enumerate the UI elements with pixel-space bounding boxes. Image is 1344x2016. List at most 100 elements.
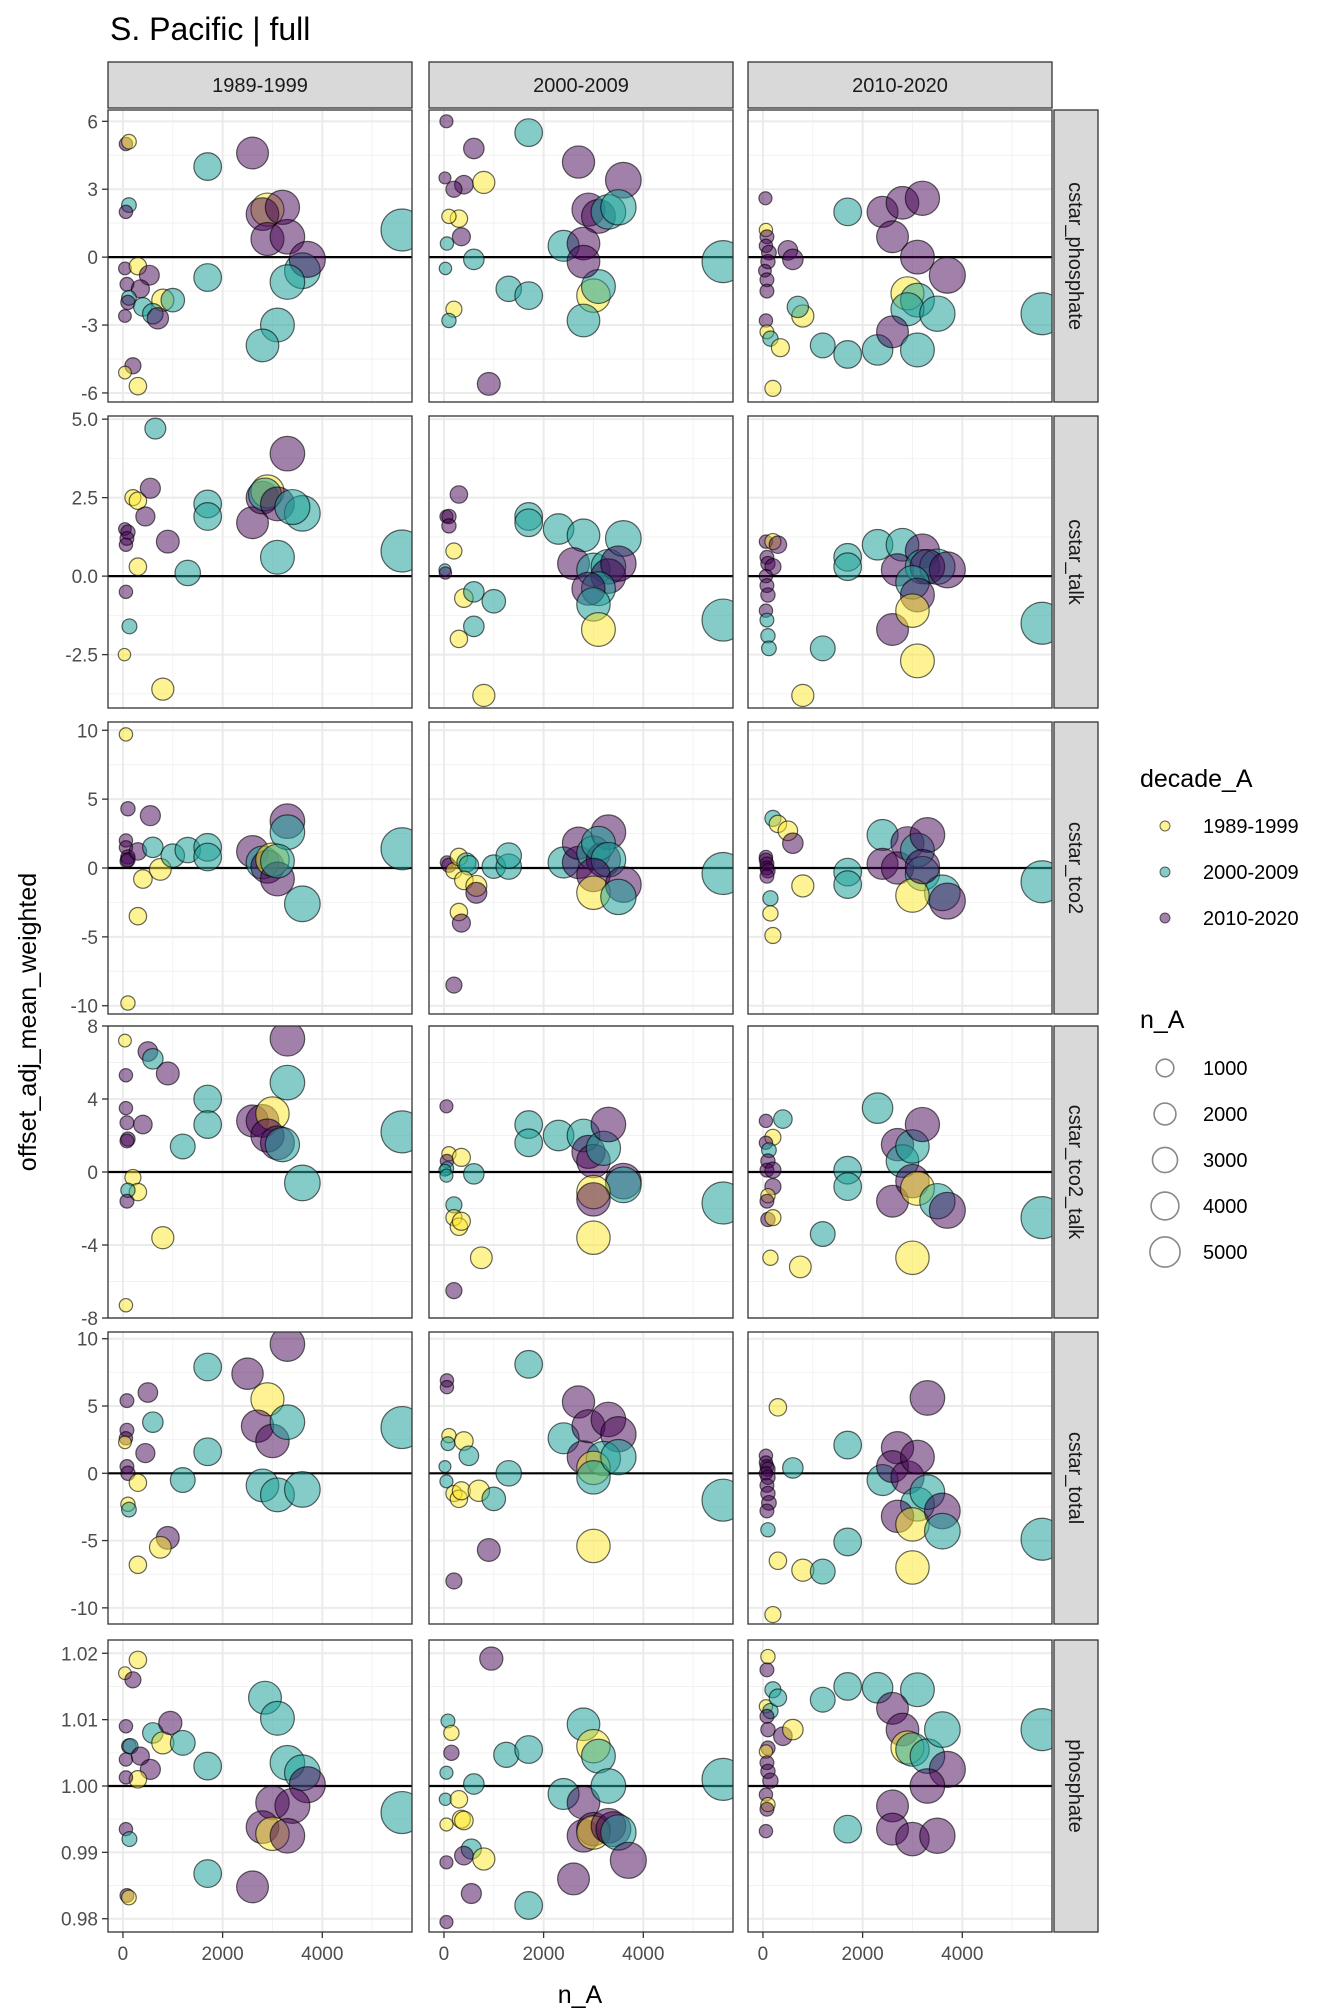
panel-background [108,416,412,708]
data-point [439,1168,454,1183]
data-point [148,1535,172,1559]
data-point [139,805,161,827]
data-point [768,1551,788,1571]
data-point [833,1430,863,1460]
data-point [576,1460,611,1495]
data-point [117,309,132,323]
row-strip-label: phosphate [1064,1739,1086,1832]
data-point [135,1442,156,1464]
data-point [760,1522,776,1538]
data-point [119,1393,135,1409]
y-tick-label: 5 [87,1397,98,1418]
data-point [118,537,134,552]
y-tick-label: 2.5 [72,489,98,510]
x-axis-title: n_A [558,1981,603,2009]
panel-border [107,415,413,709]
facet-panel [747,415,1053,709]
data-point [833,197,863,227]
data-point [463,1773,485,1795]
data-point [876,315,910,349]
data-point [759,1503,775,1519]
data-point [600,545,637,582]
y-tick-label: 0 [87,859,98,880]
y-tick-label: 3 [87,180,98,201]
data-point [174,559,202,587]
data-point [833,552,863,582]
data-point [759,1708,775,1724]
size-legend-key [1149,1236,1181,1268]
facet-panel [428,415,734,709]
data-point [919,295,956,332]
data-point [479,1646,504,1671]
data-point [463,1162,485,1185]
data-point [701,1757,733,1801]
data-point [438,566,453,580]
data-point [590,1768,627,1804]
data-point [269,1817,306,1854]
row-strip-label: cstar_total [1064,1432,1086,1524]
row-strip-label: cstar_tco2 [1064,822,1086,914]
y-tick-label: -2.5 [65,646,98,667]
data-point [919,1817,956,1855]
x-tick-label: 0 [439,1944,450,1965]
facet-panel [747,109,1053,403]
data-point [576,1528,611,1564]
data-point [439,114,454,129]
data-point [788,1255,812,1279]
data-point [259,1700,295,1736]
data-point [264,1126,301,1163]
data-point [117,365,132,380]
data-point [445,1282,463,1300]
data-point [269,1064,306,1101]
data-point [193,1751,223,1781]
size-legend-label: 3000 [1203,1150,1248,1172]
panel-border [747,1639,1053,1933]
data-point [128,557,148,577]
panel-border [747,1025,1053,1319]
y-tick-label: 8 [87,1017,98,1038]
column-strip: 2000-2009 [428,61,734,109]
data-point [193,1859,223,1889]
data-point [764,1161,782,1179]
y-tick-label: -4 [81,1236,98,1257]
data-point [770,338,790,358]
column-strip: 1989-1999 [107,61,413,109]
data-point [899,643,935,679]
data-point [463,248,485,271]
data-point [120,294,136,311]
color-legend-label: 1989-1999 [1203,816,1299,838]
data-point [768,1688,788,1708]
data-point [454,1845,474,1866]
chart-title: S. Pacific | full [110,11,310,47]
data-point [151,1226,175,1250]
data-point [580,612,616,648]
y-tick-label: 0 [87,248,98,269]
x-tick-label: 2000 [201,1944,243,1965]
y-tick-label: 10 [77,1330,98,1351]
data-point [758,1823,774,1839]
data-point [117,1435,132,1450]
data-point [928,256,966,294]
data-point [151,677,175,701]
data-point [439,236,455,251]
data-point [701,598,733,642]
data-point [142,1411,164,1433]
facet-panel [107,109,413,403]
data-point [445,542,463,560]
data-point [600,878,637,916]
data-point [759,868,775,884]
panel-border [747,415,1053,709]
data-point [439,1099,454,1114]
size-legend-label: 2000 [1203,1104,1248,1126]
x-tick-label: 4000 [941,1944,983,1965]
facet-panel [747,1331,1053,1625]
data-point [861,1092,894,1124]
panel-border [107,1639,413,1933]
data-point [1020,1196,1052,1240]
column-strip: 2010-2020 [747,61,1053,109]
data-point [117,647,132,662]
row-strip-label: cstar_tco2_talk [1064,1105,1086,1241]
data-point [118,1770,134,1785]
row-strip: cstar_tco2_talk [1053,1025,1099,1319]
